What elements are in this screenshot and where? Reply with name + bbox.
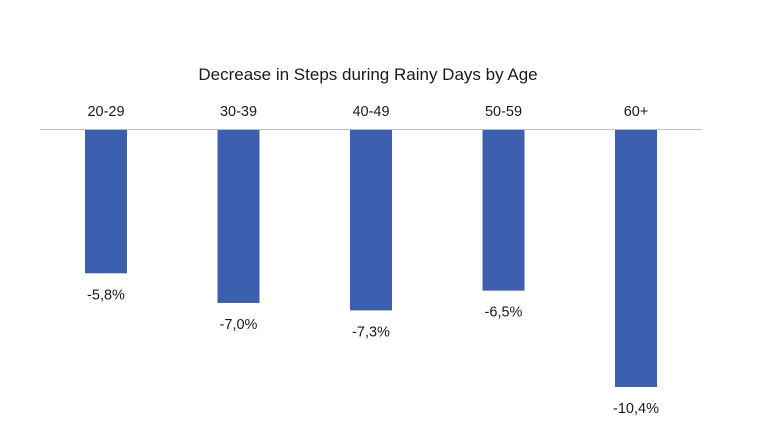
data-label: -10,4% [613, 401, 659, 417]
bar [615, 130, 657, 387]
category-label: 30-39 [220, 104, 257, 120]
chart-title: Decrease in Steps during Rainy Days by A… [198, 65, 537, 84]
bars-group: 20-29 -5,8% 30-39 -7,0% 40-49 -7,3% 50-59 -6,5%… [85, 104, 659, 417]
category-label: 20-29 [87, 104, 124, 120]
data-label: -7,0% [220, 317, 258, 333]
data-label: -5,8% [87, 287, 125, 303]
bar [217, 130, 260, 303]
bar [85, 130, 127, 274]
bar [482, 130, 525, 291]
category-label: 40-49 [352, 104, 389, 120]
data-label: -7,3% [352, 324, 390, 340]
data-label: -6,5% [485, 305, 523, 321]
category-label: 50-59 [485, 104, 522, 120]
bar [350, 130, 392, 311]
category-label: 60+ [624, 104, 649, 120]
